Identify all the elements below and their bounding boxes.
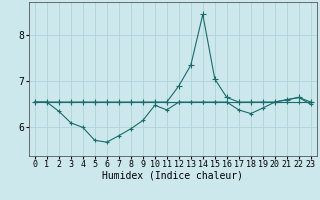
X-axis label: Humidex (Indice chaleur): Humidex (Indice chaleur) xyxy=(102,171,243,181)
